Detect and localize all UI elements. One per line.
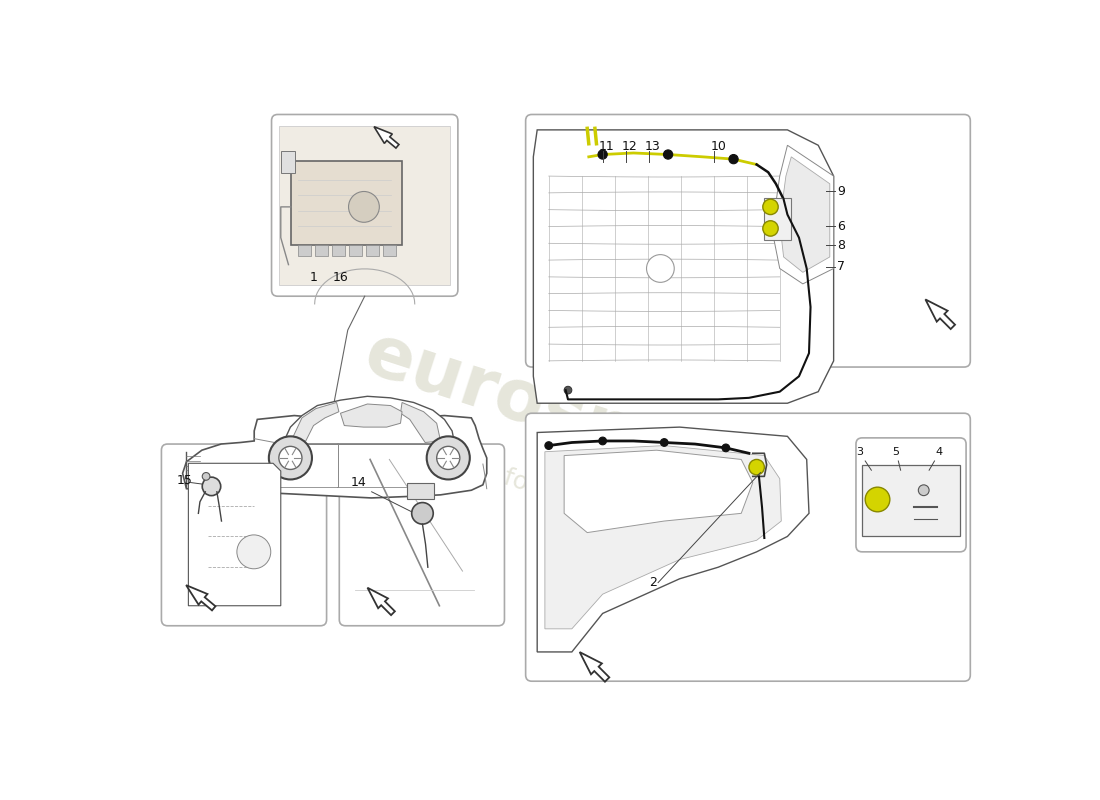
Polygon shape (188, 463, 280, 606)
Bar (407, 482, 434, 499)
Polygon shape (564, 450, 752, 533)
Bar (862, 465, 960, 537)
Polygon shape (374, 126, 399, 148)
Polygon shape (279, 126, 450, 285)
Bar (332, 246, 344, 256)
Polygon shape (400, 402, 440, 442)
Circle shape (598, 437, 606, 445)
Bar (764, 198, 791, 240)
FancyBboxPatch shape (162, 444, 327, 626)
Text: 12: 12 (621, 140, 638, 154)
Text: 6: 6 (837, 220, 846, 233)
Text: 7: 7 (837, 261, 846, 274)
Text: 1: 1 (310, 270, 318, 284)
Circle shape (202, 477, 221, 496)
Circle shape (598, 150, 607, 159)
Polygon shape (537, 427, 808, 652)
Text: 2: 2 (649, 577, 657, 590)
Polygon shape (341, 404, 403, 427)
Polygon shape (290, 402, 339, 442)
Circle shape (544, 442, 552, 450)
Text: 3: 3 (856, 447, 864, 457)
Text: 15: 15 (177, 474, 192, 487)
Bar (298, 246, 311, 256)
Circle shape (722, 444, 729, 452)
Bar (280, 151, 295, 173)
Circle shape (268, 436, 312, 479)
Bar (383, 246, 396, 256)
Circle shape (647, 254, 674, 282)
Polygon shape (580, 652, 609, 682)
Bar (316, 246, 328, 256)
Text: 4: 4 (936, 447, 943, 457)
Polygon shape (534, 130, 834, 403)
Circle shape (749, 459, 764, 475)
Text: eurospare: eurospare (356, 319, 771, 513)
Bar (290, 161, 403, 246)
Circle shape (437, 446, 460, 470)
Circle shape (411, 502, 433, 524)
Circle shape (866, 487, 890, 512)
Polygon shape (925, 299, 955, 329)
FancyBboxPatch shape (339, 444, 505, 626)
Text: 13: 13 (645, 140, 661, 154)
Circle shape (660, 438, 668, 446)
Circle shape (564, 386, 572, 394)
Polygon shape (183, 415, 486, 498)
FancyBboxPatch shape (856, 438, 966, 552)
Bar (350, 246, 362, 256)
Circle shape (236, 535, 271, 569)
Circle shape (202, 473, 210, 480)
Bar (366, 246, 378, 256)
Text: 8: 8 (837, 239, 846, 252)
Text: 9: 9 (837, 185, 846, 198)
Polygon shape (367, 588, 395, 615)
Circle shape (762, 199, 778, 214)
Circle shape (278, 446, 301, 470)
Polygon shape (283, 396, 454, 444)
Circle shape (663, 150, 673, 159)
Polygon shape (772, 146, 834, 284)
Text: 16: 16 (333, 270, 349, 284)
FancyBboxPatch shape (526, 114, 970, 367)
Circle shape (349, 191, 379, 222)
FancyBboxPatch shape (526, 414, 970, 682)
Text: 10: 10 (711, 140, 726, 154)
Circle shape (427, 436, 470, 479)
Polygon shape (544, 446, 781, 629)
Polygon shape (186, 585, 216, 610)
Text: 14: 14 (351, 476, 366, 490)
Text: 11: 11 (598, 140, 615, 154)
Circle shape (762, 221, 778, 236)
Circle shape (918, 485, 930, 496)
FancyBboxPatch shape (272, 114, 458, 296)
Text: 5: 5 (892, 447, 900, 457)
Text: G: G (198, 487, 206, 497)
Text: a passion for parts since 1985: a passion for parts since 1985 (381, 426, 747, 566)
Polygon shape (780, 157, 829, 272)
Circle shape (729, 154, 738, 164)
